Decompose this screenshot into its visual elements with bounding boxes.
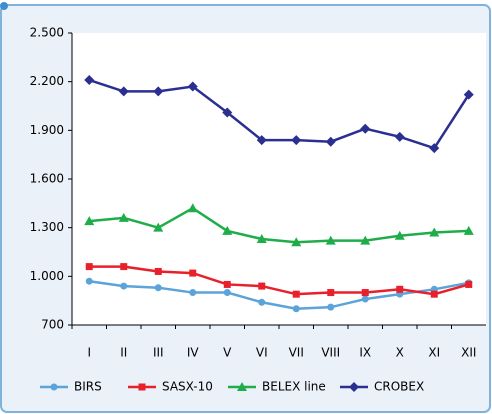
point (154, 284, 162, 292)
point (189, 289, 197, 297)
y-tick-label: 2.200 (30, 74, 64, 88)
y-tick-label: 2.500 (30, 26, 64, 40)
series-line (89, 265, 470, 296)
x-tick-label: X (396, 346, 404, 360)
point (429, 227, 440, 237)
point (187, 203, 198, 213)
point (325, 235, 336, 245)
point (223, 289, 231, 297)
point (463, 225, 474, 235)
legend-label: SASX-10 (162, 380, 213, 394)
legend-label: BELEX line (262, 380, 326, 394)
point (394, 230, 405, 240)
point (120, 282, 128, 290)
series-line (89, 279, 469, 311)
point (187, 81, 198, 92)
point (120, 263, 128, 271)
point (118, 86, 129, 97)
point (429, 143, 440, 154)
point (84, 75, 95, 86)
y-tick-label: 1.600 (30, 172, 64, 186)
point (258, 282, 266, 290)
x-tick-label: IX (359, 346, 371, 360)
point (327, 303, 335, 311)
point (85, 263, 93, 271)
point (258, 298, 266, 306)
point (118, 212, 129, 222)
y-tick-label: 1.000 (30, 269, 64, 283)
point (189, 269, 197, 277)
legend-marker (349, 382, 359, 392)
point (394, 131, 405, 142)
point (222, 107, 233, 118)
legend-label: BIRS (74, 380, 102, 394)
series-line (89, 206, 469, 244)
point (396, 285, 404, 293)
point (84, 216, 95, 226)
point (327, 289, 335, 297)
y-tick-label: 700 (41, 318, 64, 332)
x-tick-label: XI (428, 346, 440, 360)
point (361, 295, 369, 303)
x-tick-label: IV (187, 346, 200, 360)
x-tick-label: V (223, 346, 232, 360)
plot-area (72, 33, 486, 325)
x-tick-label: XII (461, 346, 476, 360)
point (256, 135, 267, 146)
point (153, 222, 164, 232)
legend-marker (237, 382, 247, 391)
x-tick-label: III (153, 346, 164, 360)
point (153, 86, 164, 97)
point (291, 237, 302, 247)
legend-marker (138, 383, 146, 391)
point (361, 289, 369, 297)
y-tick-label: 1.300 (30, 220, 64, 234)
legend-label: CROBEX (374, 380, 424, 394)
point (360, 235, 371, 245)
point (256, 234, 267, 244)
point (222, 225, 233, 235)
point (291, 135, 302, 146)
x-tick-label: VII (289, 346, 304, 360)
point (325, 136, 336, 147)
series-line (88, 78, 470, 150)
x-tick-label: VIII (321, 346, 340, 360)
point (430, 290, 438, 298)
y-tick-label: 1.900 (30, 123, 64, 137)
point (292, 305, 300, 313)
legend-marker (50, 383, 58, 391)
point (463, 89, 474, 100)
point (465, 280, 473, 288)
x-tick-label: II (120, 346, 127, 360)
point (154, 267, 162, 275)
x-tick-label: VI (256, 346, 268, 360)
point (223, 280, 231, 288)
corner-dot (0, 2, 8, 10)
point (292, 290, 300, 298)
point (85, 277, 93, 285)
x-tick-label: I (87, 346, 91, 360)
point (360, 123, 371, 134)
